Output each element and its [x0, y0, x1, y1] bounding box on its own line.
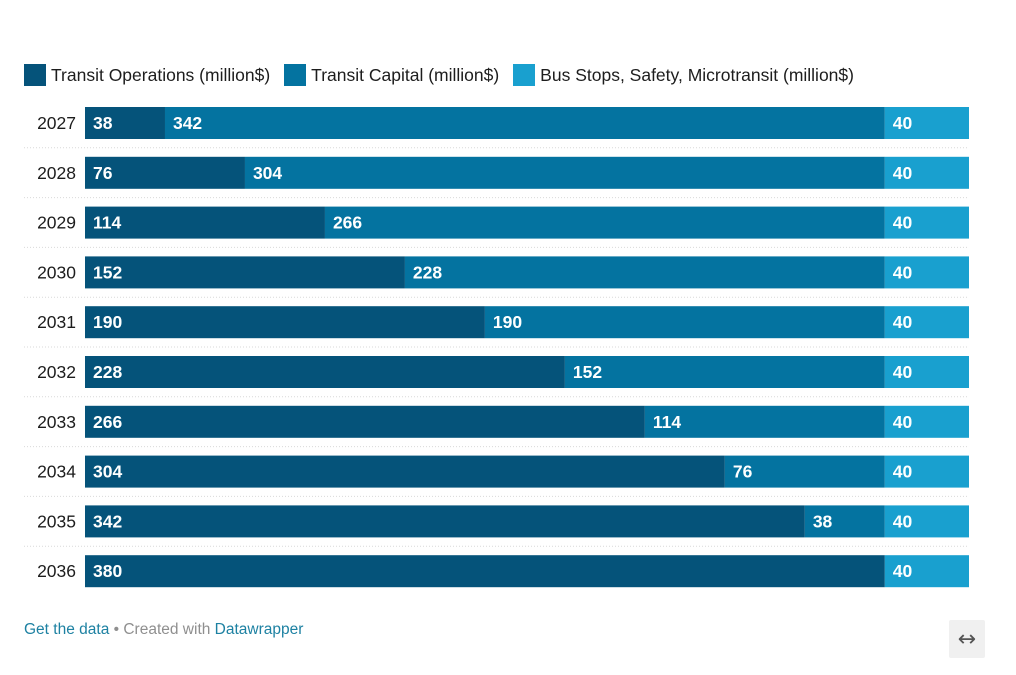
bar-segment [884, 356, 969, 388]
data-label: 76 [733, 462, 753, 482]
chart-footer: Get the data • Created with Datawrapper [24, 621, 303, 639]
bar-segment [884, 405, 969, 438]
datawrapper-link[interactable]: Datawrapper [214, 621, 304, 638]
data-label: 40 [893, 561, 913, 581]
data-label: 40 [893, 312, 913, 332]
stacked-bar-chart: 2027 38 342 40 2028 76 304 40 2029 114 266 40 2030 15… [24, 107, 969, 588]
category-label: 2036 [37, 561, 76, 581]
bar-segment [884, 206, 969, 239]
bar-segment [244, 156, 885, 189]
bar-segment [564, 356, 885, 388]
bar-segment [804, 505, 885, 538]
legend-swatch [284, 64, 307, 86]
data-label: 304 [93, 462, 122, 482]
bar-segment [884, 455, 969, 488]
legend-item-transit-capital: Transit Capital (million$) [284, 64, 499, 86]
data-label: 228 [413, 262, 442, 282]
data-label: 40 [893, 262, 913, 282]
bar-segment [644, 405, 885, 438]
chart-legend: Transit Operations (million$) Transit Ca… [24, 62, 868, 88]
data-label: 266 [333, 213, 362, 233]
get-the-data-link[interactable]: Get the data [24, 621, 110, 638]
bar-segment [164, 107, 885, 139]
category-label: 2032 [37, 362, 76, 382]
bar-segment [85, 555, 885, 588]
bar-segment [884, 505, 969, 538]
data-label: 190 [93, 312, 122, 332]
data-label: 190 [493, 312, 522, 332]
data-label: 40 [893, 412, 913, 432]
data-label: 38 [93, 113, 113, 133]
bar-segment [85, 107, 165, 139]
bar-segment [85, 156, 245, 189]
data-label: 342 [93, 511, 122, 531]
legend-label: Bus Stops, Safety, Microtransit (million… [540, 64, 854, 85]
data-label: 152 [93, 262, 122, 282]
bar-segment [324, 206, 885, 239]
bar-segment [404, 256, 885, 289]
category-label: 2035 [37, 511, 76, 531]
data-label: 342 [173, 113, 202, 133]
horizontal-arrows-icon: ↔ [957, 626, 977, 652]
data-label: 40 [893, 462, 913, 482]
data-label: 40 [893, 113, 913, 133]
bar-segment [85, 356, 565, 388]
category-label: 2033 [37, 412, 76, 432]
bar-segment [484, 306, 885, 339]
data-label: 38 [813, 511, 833, 531]
footer-separator: • Created with [109, 621, 215, 638]
data-label: 40 [893, 213, 913, 233]
bar-segment [884, 306, 969, 339]
data-label: 228 [93, 362, 122, 382]
legend-swatch [513, 64, 536, 86]
legend-label: Transit Operations (million$) [51, 64, 271, 85]
legend-item-transit-operations: Transit Operations (million$) [24, 64, 270, 86]
data-label: 380 [93, 561, 122, 581]
bar-segment [724, 455, 885, 488]
data-label: 114 [653, 412, 681, 432]
bar-segment [884, 256, 969, 289]
data-label: 304 [253, 163, 282, 183]
bar-segment [85, 455, 725, 488]
bar-segment [85, 405, 645, 438]
bar-segment [85, 256, 405, 289]
expand-button[interactable]: ↔ [949, 620, 985, 658]
category-label: 2030 [37, 262, 76, 282]
category-label: 2029 [37, 213, 76, 233]
category-label: 2031 [37, 312, 76, 332]
data-label: 114 [93, 213, 121, 233]
category-label: 2027 [37, 113, 76, 133]
data-label: 266 [93, 412, 122, 432]
bar-segment [85, 306, 485, 339]
bar-segment [884, 156, 969, 189]
data-label: 152 [573, 362, 602, 382]
legend-swatch [24, 64, 46, 86]
category-label: 2034 [37, 462, 76, 482]
bar-segment [85, 505, 805, 538]
legend-item-bus-stops: Bus Stops, Safety, Microtransit (million… [513, 64, 854, 86]
data-label: 40 [893, 362, 913, 382]
data-label: 40 [893, 511, 913, 531]
bar-segment [884, 555, 969, 588]
bar-segment [884, 107, 969, 139]
data-label: 76 [93, 163, 113, 183]
data-label: 40 [893, 163, 913, 183]
bar-segment [85, 206, 325, 239]
legend-label: Transit Capital (million$) [311, 64, 500, 85]
category-label: 2028 [37, 163, 76, 183]
